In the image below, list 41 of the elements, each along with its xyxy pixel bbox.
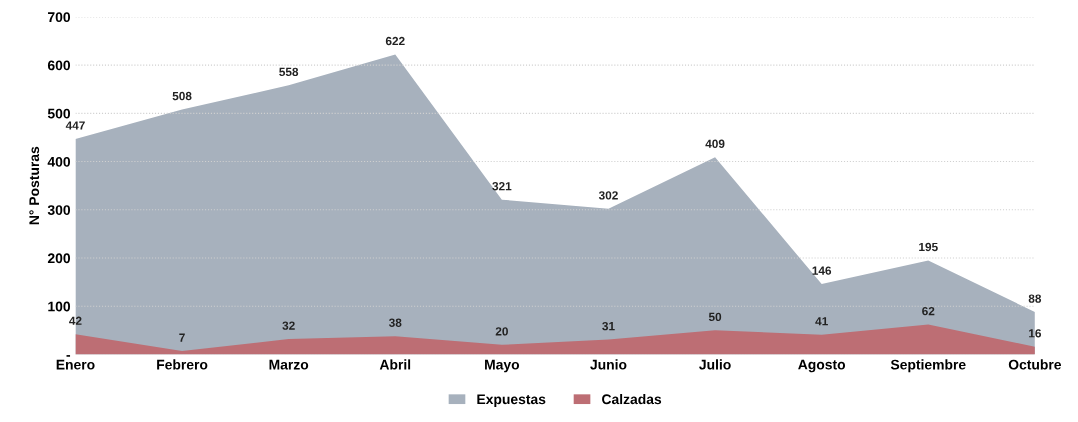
data-label: 31 [602, 321, 615, 331]
legend-label: Calzadas [602, 393, 662, 405]
data-label: 38 [388, 318, 402, 327]
y-tick-label: 200 [47, 253, 71, 264]
y-axis-title: N° Posturas [29, 146, 40, 225]
x-tick-label: Enero [56, 359, 95, 370]
data-label: 7 [179, 333, 185, 342]
data-label: 622 [385, 36, 405, 46]
y-tick-label: 600 [47, 60, 71, 71]
data-label: 195 [919, 242, 938, 252]
x-tick-label: Julio [699, 359, 731, 370]
data-label: 321 [492, 182, 512, 191]
x-tick-label: Octubre [1008, 359, 1062, 370]
x-tick-label: Mayo [485, 359, 520, 373]
y-tick-label: 300 [47, 205, 71, 215]
data-label: 558 [279, 67, 299, 77]
data-label: 146 [812, 266, 832, 275]
data-label: 42 [69, 316, 82, 325]
x-tick-label: Septiembre [890, 359, 966, 373]
data-label: 16 [1029, 329, 1042, 338]
y-tick-label: 400 [47, 156, 71, 167]
x-tick-label: Febrero [157, 359, 208, 370]
data-label: 62 [922, 306, 935, 316]
legend-label: Expuestas [477, 394, 546, 407]
y-tick-label: 100 [48, 301, 71, 312]
x-tick-label: Junio [590, 359, 627, 370]
y-tick-label: 500 [47, 108, 71, 119]
data-label: 41 [815, 317, 828, 326]
data-label: 88 [1028, 294, 1042, 303]
y-tick-label: 700 [48, 12, 71, 23]
data-label: 20 [495, 327, 508, 336]
x-tick-label: Agosto [798, 359, 846, 373]
x-tick-label: Abril [379, 359, 411, 370]
data-label: 409 [705, 139, 725, 148]
data-label: 302 [598, 191, 618, 200]
data-label: 50 [708, 312, 722, 322]
data-label: 447 [65, 121, 85, 130]
x-tick-label: Marzo [269, 359, 309, 370]
data-label: 508 [172, 91, 192, 101]
y-tick-label: - [66, 355, 71, 357]
data-label: 32 [282, 321, 295, 330]
